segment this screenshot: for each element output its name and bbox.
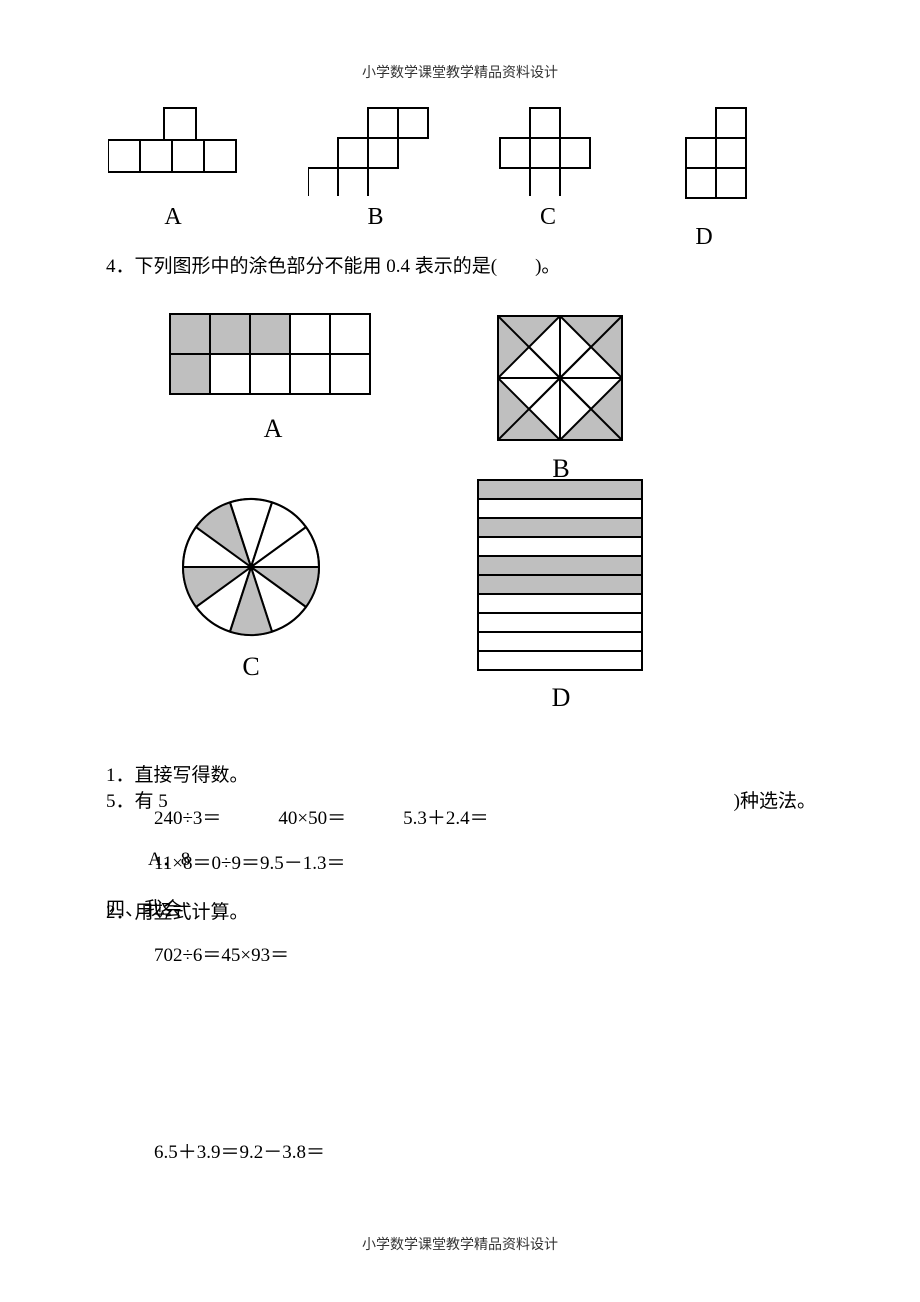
q4-D-svg <box>476 478 646 673</box>
s4-q1-line2: 11×8＝0÷9＝9.5－1.3＝ <box>154 848 816 875</box>
shape-B-svg <box>308 106 443 196</box>
q4-A-label: A <box>168 414 378 444</box>
q4-C-svg <box>176 492 326 642</box>
shape-B-group: B <box>308 106 443 231</box>
shape-C-label: C <box>498 204 598 231</box>
shape-A-label: A <box>108 204 238 231</box>
q4-A-group: A <box>168 312 378 444</box>
s4-q2-line1: 702÷6＝45×93＝ <box>154 940 816 967</box>
s4-q1-line1: 240÷3＝ 40×50＝ 5.3＋2.4＝ <box>154 803 816 830</box>
q4-B-group: B <box>496 314 626 484</box>
q4-D-label: D <box>476 683 646 713</box>
q4-A-svg <box>168 312 378 404</box>
shape-A-svg <box>108 106 238 196</box>
q4-C-group: C <box>176 492 326 682</box>
shape-D-label: D <box>654 224 754 251</box>
shape-C-svg <box>498 106 598 196</box>
q4-D-group: D <box>476 478 646 713</box>
s4-q1-text: 1．直接写得数。 <box>106 760 816 787</box>
section4-body: 1．直接写得数。 240÷3＝ 40×50＝ 5.3＋2.4＝ 11×8＝0÷9… <box>106 760 816 1182</box>
shape-A-group: A <box>108 106 238 231</box>
shape-D-group: D <box>654 106 754 251</box>
shape-C-group: C <box>498 106 598 231</box>
content-area: A B C <box>106 100 816 742</box>
q4-images: A B <box>106 282 816 742</box>
s4-q2-text: 2．用竖式计算。 <box>106 897 816 924</box>
q4-text: 4．下列图形中的涂色部分不能用 0.4 表示的是( )。 <box>106 252 816 282</box>
s4-q2-line2: 6.5＋3.9＝9.2－3.8＝ <box>154 1137 816 1164</box>
q4-B-svg <box>496 314 626 444</box>
shape-D-svg <box>654 106 754 216</box>
page-footer: 小学数学课堂教学精品资料设计 <box>0 1234 920 1254</box>
page-header: 小学数学课堂教学精品资料设计 <box>0 62 920 82</box>
shape-B-label: B <box>308 204 443 231</box>
q4-C-label: C <box>176 652 326 682</box>
top-shapes-row: A B C <box>106 106 816 246</box>
